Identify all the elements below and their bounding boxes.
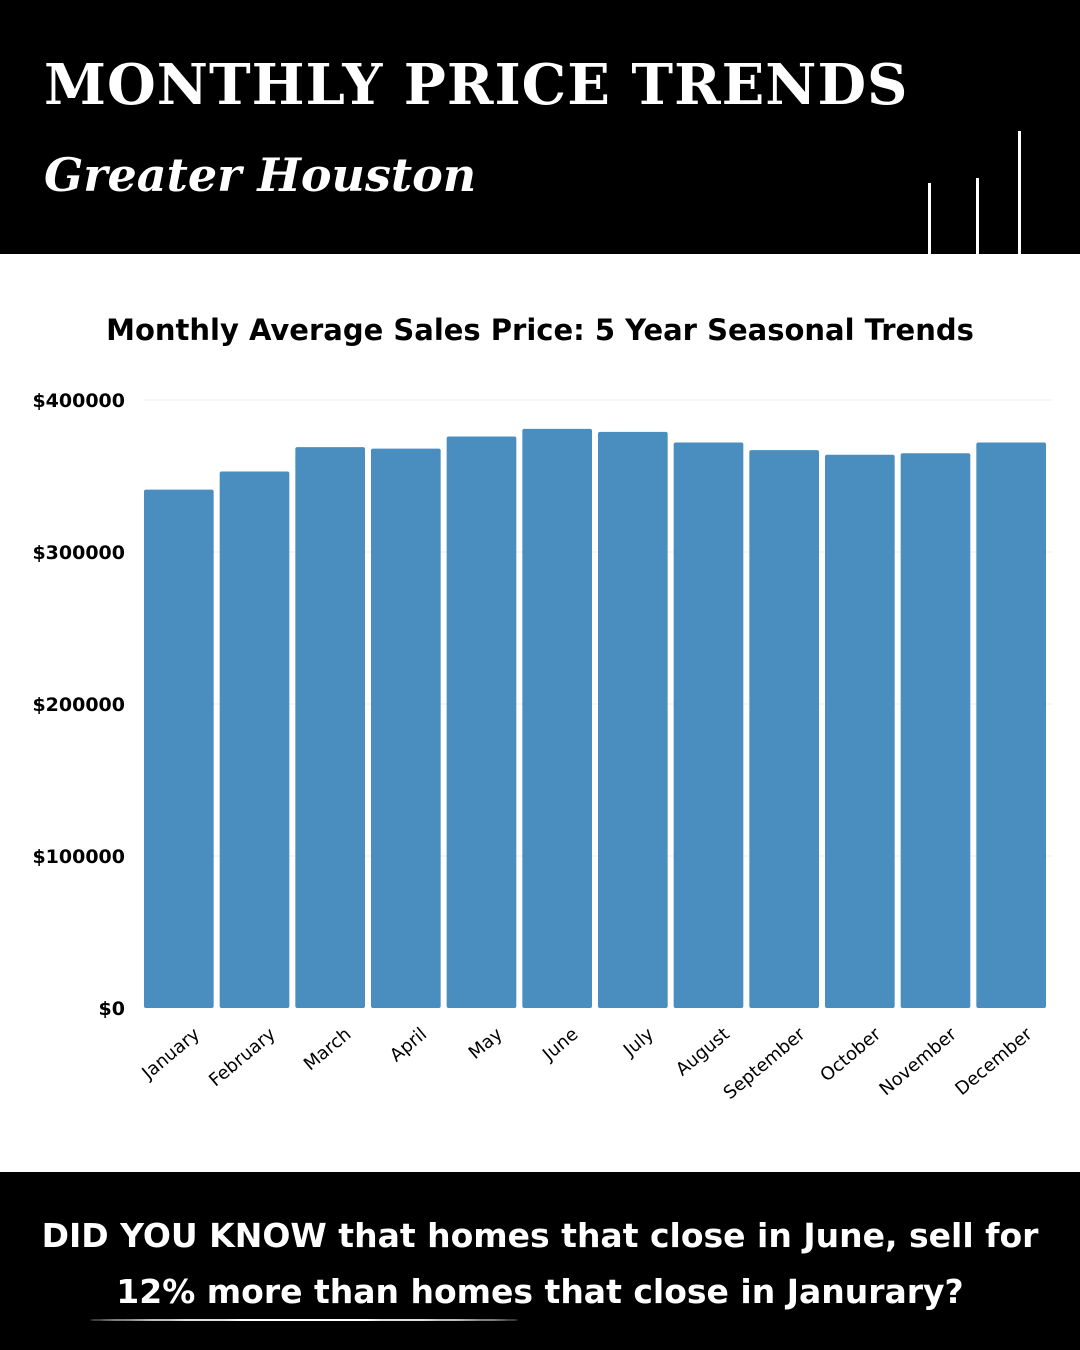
x-tick-label: August <box>672 1024 734 1081</box>
bar-chart: Monthly Average Sales Price: 5 Year Seas… <box>32 313 1052 1104</box>
decorative-line-tall <box>1018 131 1021 254</box>
x-tick-label: January <box>138 1024 205 1085</box>
bar-may <box>446 436 517 1008</box>
x-tick-label: February <box>205 1024 280 1092</box>
bar-november <box>900 453 971 1008</box>
footer-fact-line-2: 12% more than homes that close in Janura… <box>116 1272 964 1311</box>
bar-october <box>825 454 895 1009</box>
decorative-line-short <box>928 183 931 254</box>
chart-title: Monthly Average Sales Price: 5 Year Seas… <box>106 313 974 347</box>
bar-september <box>749 450 819 1008</box>
x-tick-label: June <box>538 1024 582 1066</box>
header-banner: MONTHLY PRICE TRENDS Greater Houston <box>0 0 1080 254</box>
bar-july <box>598 431 668 1008</box>
y-tick-label: $100000 <box>32 846 125 868</box>
y-tick-label: $0 <box>99 998 125 1020</box>
x-tick-label: September <box>720 1023 810 1103</box>
y-tick-label: $400000 <box>32 390 125 412</box>
chart-area: Monthly Average Sales Price: 5 Year Seas… <box>0 254 1080 1172</box>
bar-march <box>295 447 365 1008</box>
x-tick-label: March <box>300 1024 356 1075</box>
footer-underline-decoration <box>90 1319 518 1321</box>
bar-january <box>144 489 214 1008</box>
page-title: MONTHLY PRICE TRENDS <box>44 52 909 118</box>
footer-fact-line-1: DID YOU KNOW that homes that close in Ju… <box>41 1216 1039 1255</box>
bar-april <box>371 448 441 1008</box>
x-tick-label: April <box>386 1024 431 1067</box>
x-tick-label: November <box>875 1023 961 1100</box>
bar-february <box>219 471 290 1008</box>
footer-banner: DID YOU KNOW that homes that close in Ju… <box>0 1172 1080 1350</box>
bar-august <box>673 442 744 1008</box>
y-tick-label: $200000 <box>32 694 125 716</box>
bar-june <box>522 428 592 1008</box>
x-tick-label: July <box>619 1024 658 1062</box>
y-tick-label: $300000 <box>32 542 125 564</box>
page-subtitle: Greater Houston <box>44 148 477 202</box>
decorative-line-medium <box>976 178 979 254</box>
x-tick-label: December <box>951 1023 1036 1099</box>
x-tick-label: May <box>465 1024 507 1064</box>
bar-december <box>976 442 1046 1008</box>
x-tick-label: October <box>816 1023 885 1086</box>
